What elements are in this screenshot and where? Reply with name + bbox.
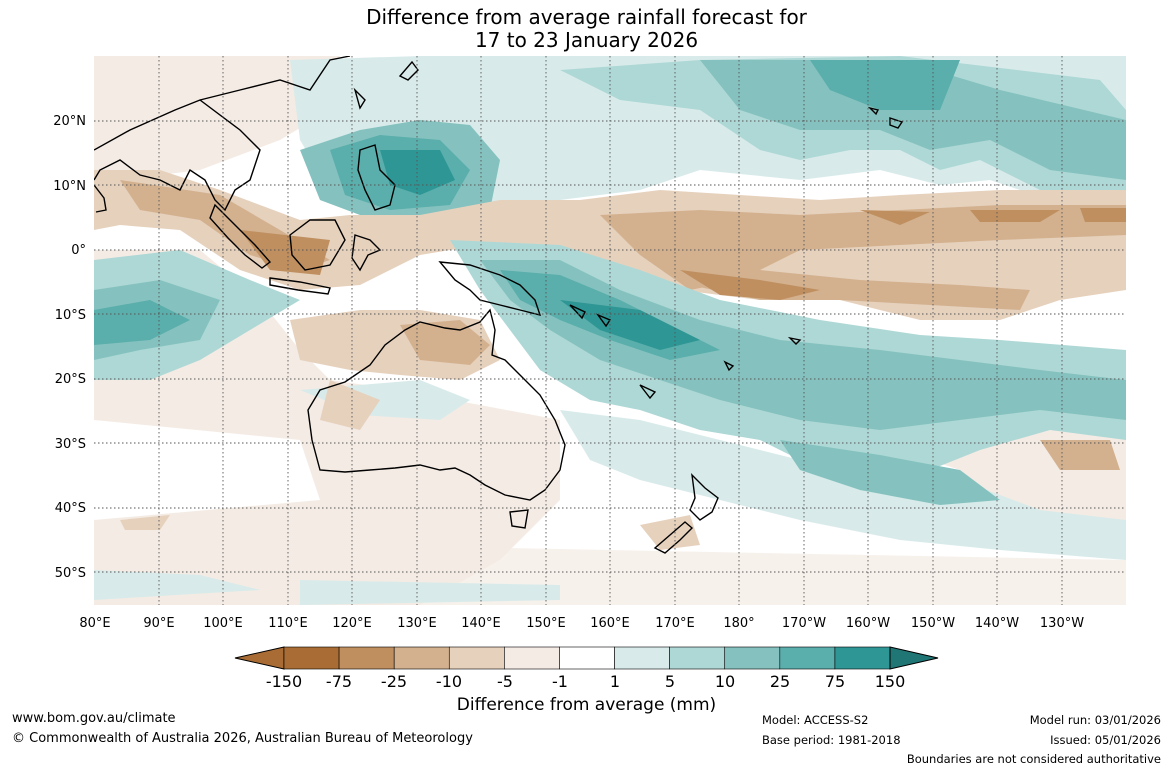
colorbar-cell — [559, 646, 615, 670]
lat-label: 20°S — [55, 372, 86, 387]
map-title-line1: Difference from average rainfall forecas… — [366, 5, 807, 29]
colorbar: -150 -75 -25 -10 -5 -1 1 5 10 25 75 150 — [234, 646, 939, 691]
colorbar-cell — [834, 646, 891, 670]
lon-label: 130°W — [1040, 616, 1084, 631]
footer-issued: Issued: 05/01/2026 — [1050, 733, 1161, 747]
lon-label: 110°E — [268, 616, 308, 631]
colorbar-tick: -1 — [552, 672, 568, 691]
lat-label: 40°S — [55, 501, 86, 516]
colorbar-cell — [283, 646, 340, 670]
graticule — [94, 56, 1126, 605]
lat-label: 10°S — [55, 308, 86, 323]
coastlines — [94, 56, 904, 554]
colorbar-cell — [724, 646, 781, 670]
colorbar-extend-high — [889, 646, 939, 670]
colorbar-tick: 1 — [610, 672, 620, 691]
colorbar-tick: 5 — [665, 672, 675, 691]
footer-url[interactable]: www.bom.gov.au/climate — [12, 711, 176, 726]
lat-label: 20°N — [53, 114, 86, 129]
colorbar-cell — [448, 646, 505, 670]
lon-label: 80°E — [79, 616, 110, 631]
lon-label: 150°W — [911, 616, 955, 631]
colorbar-cell — [669, 646, 726, 670]
colorbar-tick: -5 — [497, 672, 513, 691]
colorbar-tick: 150 — [875, 672, 906, 691]
lat-label: 30°S — [55, 437, 86, 452]
lon-label: 140°W — [975, 616, 1019, 631]
colorbar-tick: -150 — [266, 672, 302, 691]
lat-label: 50°S — [55, 566, 86, 581]
footer-copyright: © Commonwealth of Australia 2026, Austra… — [12, 731, 473, 746]
footer-model: Model: ACCESS-S2 — [762, 713, 869, 727]
lat-label: 0° — [71, 243, 86, 258]
footer-base-period: Base period: 1981-2018 — [762, 733, 901, 747]
colorbar-tick: -10 — [436, 672, 462, 691]
colorbar-tick: 75 — [825, 672, 845, 691]
lon-label: 120°E — [332, 616, 372, 631]
map-field — [94, 56, 1126, 605]
lon-label: 150°E — [526, 616, 566, 631]
colorbar-cell — [779, 646, 836, 670]
footer-disclaimer: Boundaries are not considered authoritat… — [906, 752, 1161, 766]
colorbar-cell — [504, 646, 560, 670]
colorbar-tick: -25 — [381, 672, 407, 691]
lon-label: 170°W — [782, 616, 826, 631]
colorbar-tick: 25 — [770, 672, 790, 691]
lon-label: 170°E — [655, 616, 695, 631]
footer-model-run: Model run: 03/01/2026 — [1029, 713, 1161, 727]
colorbar-label: Difference from average (mm) — [456, 695, 717, 715]
map-title-line2: 17 to 23 January 2026 — [474, 28, 699, 52]
lon-label: 100°E — [203, 616, 243, 631]
lon-label: 160°W — [846, 616, 890, 631]
lon-label: 180° — [723, 616, 754, 631]
colorbar-cell — [338, 646, 395, 670]
colorbar-extend-low — [234, 646, 285, 670]
colorbar-cell — [393, 646, 450, 670]
colorbar-cell — [614, 646, 670, 670]
lon-label: 160°E — [590, 616, 630, 631]
lon-label: 90°E — [143, 616, 174, 631]
lon-label: 140°E — [461, 616, 501, 631]
colorbar-tick: 10 — [715, 672, 735, 691]
colorbar-tick: -75 — [326, 672, 352, 691]
lon-label: 130°E — [397, 616, 437, 631]
lat-label: 10°N — [53, 179, 86, 194]
